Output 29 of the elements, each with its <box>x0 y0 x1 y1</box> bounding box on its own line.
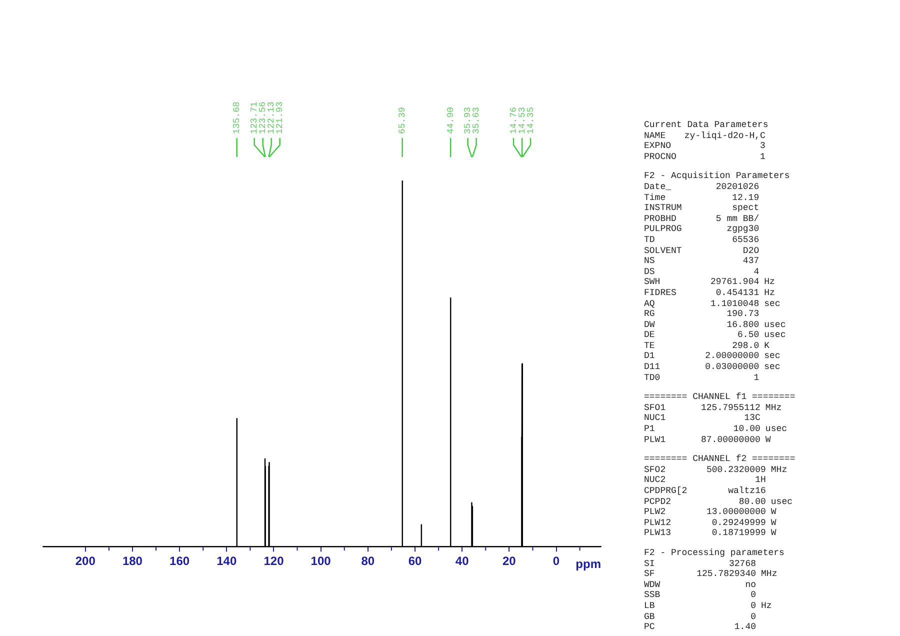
annotation: 14.76 <box>508 106 519 134</box>
annotation: 14.35 <box>526 106 536 134</box>
annotation: 123.71 <box>250 102 260 134</box>
x-tick-label: 200 <box>75 554 96 568</box>
text: ======== CHANNEL f2 ======== SFO2 500.2320009 MHz NUC2 1H CPDPRG[2 waltz16 PCPD2 80.00 usec PLW2 13.00000000 W PLW12 0.29249999 W PLW13 0.18719999 W <box>644 454 796 538</box>
annotation: 123.56 <box>258 102 268 134</box>
x-tick-label: 180 <box>122 554 143 568</box>
text: Current Data Parameters NAME zy-liqi-d2o-H,C EXPNO 3 PROCNO 1 <box>644 120 768 162</box>
x-tick-label: 60 <box>408 554 422 568</box>
annotation: 135.68 <box>232 102 242 134</box>
annotation: 121.93 <box>275 102 286 134</box>
x-tick-label: 140 <box>216 554 237 568</box>
x-tick-label: 20 <box>502 554 516 568</box>
x-tick-label: 160 <box>170 554 190 568</box>
annotation: 65.39 <box>398 106 408 134</box>
annotation: 35.93 <box>463 106 474 134</box>
annotation: 14.53 <box>517 106 528 134</box>
x-tick-label: 120 <box>264 554 284 568</box>
x-tick-label: 100 <box>310 554 332 568</box>
x-tick-label: 40 <box>455 554 470 568</box>
annotation: 35.63 <box>472 106 482 134</box>
annotation: 122.13 <box>266 102 277 134</box>
x-tick-label: 0 <box>552 554 560 568</box>
annotation: 44.90 <box>446 106 456 134</box>
text: ======== CHANNEL f1 ======== SFO1 125.7955112 MHz NUC1 13C P1 10.00 usec PLW1 87.00000000 W <box>644 392 796 445</box>
x-axis-title: ppm <box>576 556 601 571</box>
text: F2 - Processing parameters SI 32768 SF 125.7829340 MHz WDW no SSB 0 LB 0 Hz GB 0 PC 1.40 <box>644 548 784 632</box>
x-tick-label: 80 <box>361 554 375 568</box>
text: F2 - Acquisition Parameters Date_ 20201026 Time 12.19 INSTRUM spect PROBHD 5 mm BB/ PULPROG zgpg30 TD 65536 SOLVENT D2O NS 437 DS 4 SWH 29761.904 Hz FIDRES 0.454131 Hz AQ 1.1010048 sec RG 190.73 DW 16.800 usec DE 6.50 usec TE 298.0 K D1 2.00000000 sec D11 0.03000000 sec TD0 1 <box>644 171 790 383</box>
